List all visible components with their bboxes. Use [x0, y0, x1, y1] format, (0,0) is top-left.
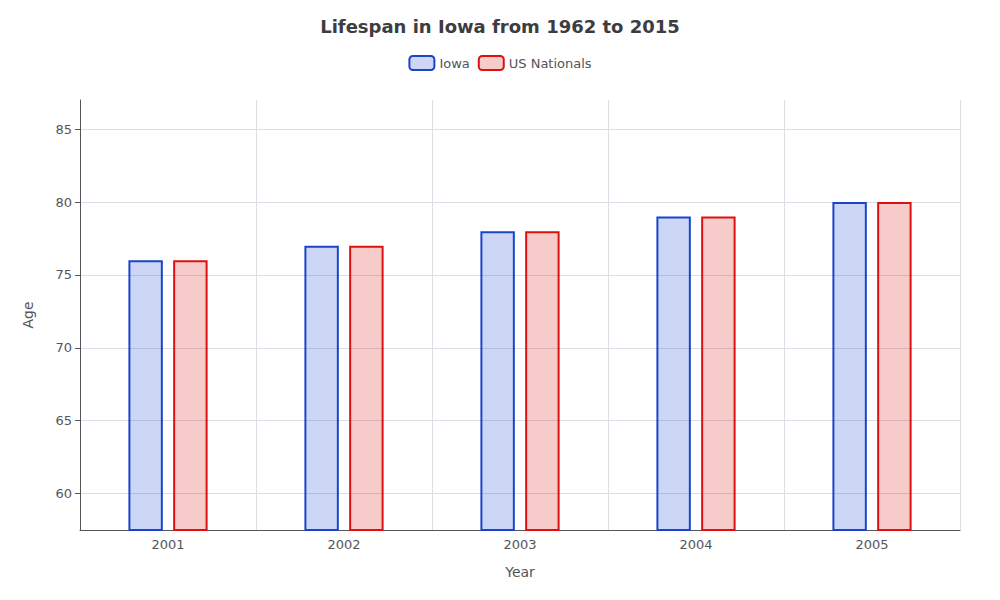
svg-text:80: 80: [55, 195, 72, 210]
svg-text:Age: Age: [20, 301, 36, 328]
svg-text:70: 70: [55, 340, 72, 355]
svg-text:75: 75: [55, 267, 72, 282]
svg-text:2004: 2004: [679, 537, 712, 552]
svg-text:65: 65: [55, 413, 72, 428]
svg-text:Lifespan in Iowa from 1962 to: Lifespan in Iowa from 1962 to 2015: [320, 16, 680, 37]
svg-text:2003: 2003: [503, 537, 536, 552]
svg-text:2005: 2005: [855, 537, 888, 552]
svg-text:Year: Year: [504, 564, 535, 580]
svg-text:2002: 2002: [327, 537, 360, 552]
svg-text:US Nationals: US Nationals: [509, 56, 592, 71]
svg-text:Iowa: Iowa: [439, 56, 469, 71]
svg-text:85: 85: [55, 122, 72, 137]
svg-text:2001: 2001: [151, 537, 184, 552]
svg-text:60: 60: [55, 486, 72, 501]
